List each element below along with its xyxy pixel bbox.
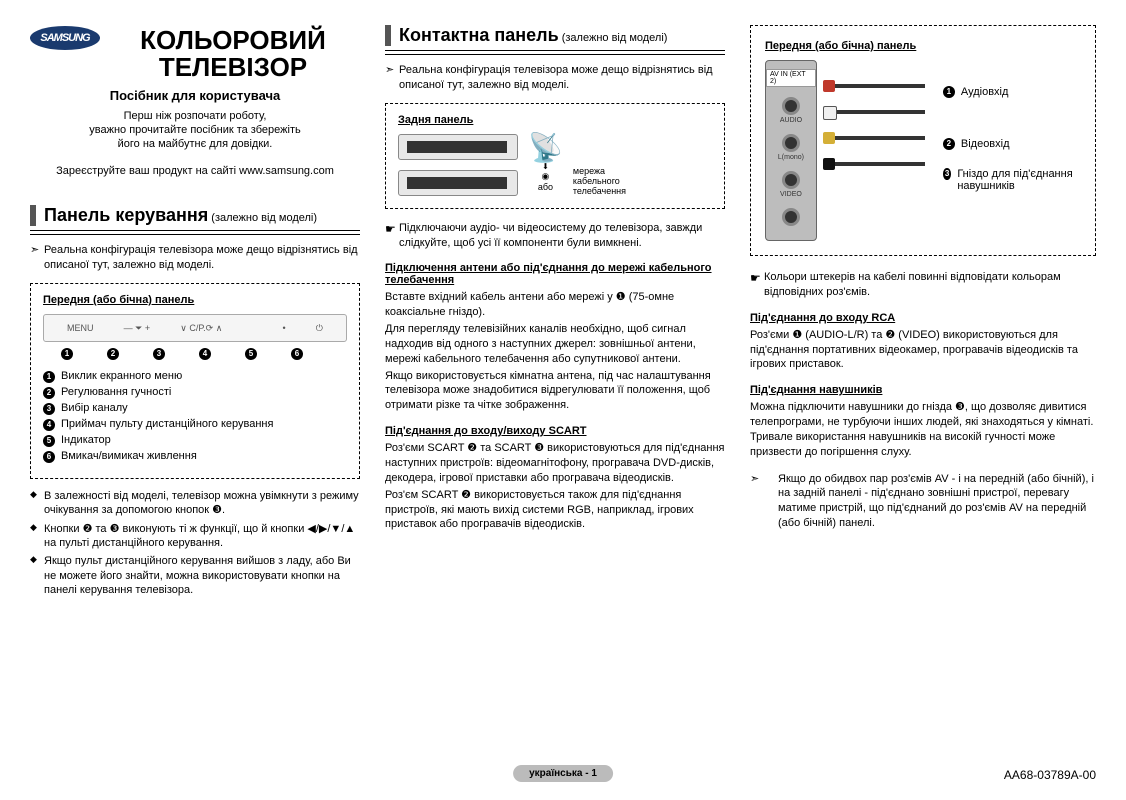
section-suffix: (залежно від моделі) — [562, 32, 668, 44]
bullet-item: Кнопки ❷ та ❸ виконують ті ж функції, що… — [30, 522, 360, 551]
scart-p1: Роз'єми SCART ❷ та SCART ❸ використовуют… — [385, 441, 725, 486]
plug-headphone — [835, 162, 925, 166]
io-legend-item: 2Відеовхід — [943, 138, 1081, 150]
register-text: Зареєструйте ваш продукт на сайті www.sa… — [30, 165, 360, 177]
column-1: SAMSUNG КОЛЬОРОВИЙ ТЕЛЕВІЗОР Посібник дл… — [30, 25, 360, 601]
subtitle: Посібник для користувача — [30, 88, 360, 103]
section-header-control: Панель керування (залежно від моделі) — [30, 205, 360, 226]
title-line-2: ТЕЛЕВІЗОР — [106, 54, 360, 81]
control-bullets: В залежності від моделі, телевізор можна… — [30, 489, 360, 597]
rear-panel-box: Задня панель 📡 ⬇ ◉ або мережа кабельного… — [385, 103, 725, 209]
scart-2-icon — [398, 170, 518, 196]
antenna-p1: Вставте вхідний кабель антени або мережі… — [385, 290, 725, 320]
front-panel-label: Передня (або бічна) панель — [765, 40, 1081, 52]
legend-item: 4Приймач пульту дистанційного керування — [43, 418, 347, 431]
bullet-item: В залежності від моделі, телевізор можна… — [30, 489, 360, 518]
antenna-p2: Для перегляду телевізійних каналів необх… — [385, 322, 725, 367]
control-note: Реальна конфігурація телевізора може дещ… — [30, 243, 360, 273]
audio-jack-icon — [782, 97, 800, 115]
ctl-menu-icon: MENU — [67, 323, 94, 333]
headphone-jack-icon — [782, 208, 800, 226]
section-title: Панель керування — [44, 205, 208, 225]
scart-subhead: Під'єднання до входу/виходу SCART — [385, 425, 725, 437]
front-io-box: Передня (або бічна) панель AV IN (EXT 2)… — [750, 25, 1096, 256]
headphone-subhead: Під'єднання навушників — [750, 384, 1096, 396]
io-panel-title: AV IN (EXT 2) — [766, 69, 816, 87]
rear-panel-sketch: 📡 ⬇ ◉ або мережа кабельного телебачення — [398, 134, 712, 196]
control-number-row: 1 2 3 4 5 6 — [43, 348, 347, 360]
jack-label: L(mono) — [778, 154, 804, 161]
antenna-subhead: Підключення антени або під'єднання до ме… — [385, 262, 725, 286]
section-suffix: (залежно від моделі) — [211, 212, 317, 224]
title-line-1: КОЛЬОРОВИЙ — [106, 27, 360, 54]
av-warning-note: Підключаючи аудіо- чи відеосистему до те… — [385, 221, 725, 251]
headphone-p: Можна підключити навушники до гнізда ❸, … — [750, 400, 1096, 459]
plug-video — [835, 136, 925, 140]
ctl-power-icon: ⏻ — [316, 323, 323, 334]
page-language-badge: українська - 1 — [513, 765, 613, 782]
ctl-led-icon: • — [283, 323, 286, 333]
panel-label: Передня (або бічна) панель — [43, 294, 347, 306]
ctl-ch-icon: ∨ C/P.⟳ ∧ — [180, 323, 222, 334]
rca-p: Роз'єми ❶ (AUDIO-L/R) та ❷ (VIDEO) викор… — [750, 328, 1096, 373]
audio-jack-icon — [782, 134, 800, 152]
page-columns: SAMSUNG КОЛЬОРОВИЙ ТЕЛЕВІЗОР Посібник дл… — [30, 25, 1096, 601]
legend-item: 1Виклик екранного меню — [43, 370, 347, 383]
scart-p2: Роз'єм SCART ❷ використовується також дл… — [385, 488, 725, 533]
legend-item: 5Індикатор — [43, 434, 347, 447]
brand-logo: SAMSUNG — [30, 25, 100, 50]
io-legend: 1Аудіовхід 2Відеовхід 3Гніздо для під'єд… — [943, 60, 1081, 241]
legend-item: 2Регулювання гучності — [43, 386, 347, 399]
plug-audio-r — [835, 84, 925, 88]
antenna-p3: Якщо використовується кімнатна антена, п… — [385, 369, 725, 414]
rear-panel-label: Задня панель — [398, 114, 712, 126]
av-priority-note: Якщо до обидвох пар роз'ємів AV - і на п… — [750, 472, 1096, 531]
io-legend-item: 1Аудіовхід — [943, 86, 1081, 98]
control-panel-box: Передня (або бічна) панель MENU — ⏷ + ∨ … — [30, 283, 360, 479]
antenna-sketch: 📡 ⬇ ◉ або — [528, 134, 563, 192]
column-2: Контактна панель (залежно від моделі) Ре… — [385, 25, 725, 601]
legend-item: 6Вмикач/вимикач живлення — [43, 450, 347, 463]
antenna-icon: 📡 — [528, 134, 563, 162]
video-jack-icon — [782, 171, 800, 189]
color-match-note: Кольори штекерів на кабелі повинні відпо… — [750, 270, 1096, 300]
main-title: КОЛЬОРОВИЙ ТЕЛЕВІЗОР — [106, 27, 360, 82]
contact-note: Реальна конфігурація телевізора може дещ… — [385, 63, 725, 93]
section-header-contact: Контактна панель (залежно від моделі) — [385, 25, 725, 46]
cable-net-label: мережа кабельного телебачення — [573, 166, 633, 196]
jack-label: AUDIO — [780, 117, 802, 124]
bullet-item: Якщо пульт дистанційного керування вийшо… — [30, 554, 360, 597]
plug-audio-l — [835, 110, 925, 114]
column-3: Передня (або бічна) панель AV IN (EXT 2)… — [750, 25, 1096, 601]
rca-subhead: Під'єднання до входу RCA — [750, 312, 1096, 324]
scart-1-icon — [398, 134, 518, 160]
io-legend-item: 3Гніздо для під'єднання навушників — [943, 168, 1081, 192]
control-legend: 1Виклик екранного меню 2Регулювання гучн… — [43, 370, 347, 463]
io-panel-sketch: AV IN (EXT 2) AUDIO L(mono) VIDEO — [765, 60, 817, 241]
jack-label: VIDEO — [780, 191, 802, 198]
antenna-or-label: або — [528, 182, 563, 192]
section-title: Контактна панель — [399, 25, 559, 45]
legend-item: 3Вибір каналу — [43, 402, 347, 415]
intro-text: Перш ніж розпочати роботу, уважно прочит… — [30, 109, 360, 152]
document-code: AA68-03789A-00 — [1004, 768, 1096, 782]
control-strip: MENU — ⏷ + ∨ C/P.⟳ ∧ • ⏻ — [43, 314, 347, 342]
ctl-vol-icon: — ⏷ + — [124, 323, 150, 334]
